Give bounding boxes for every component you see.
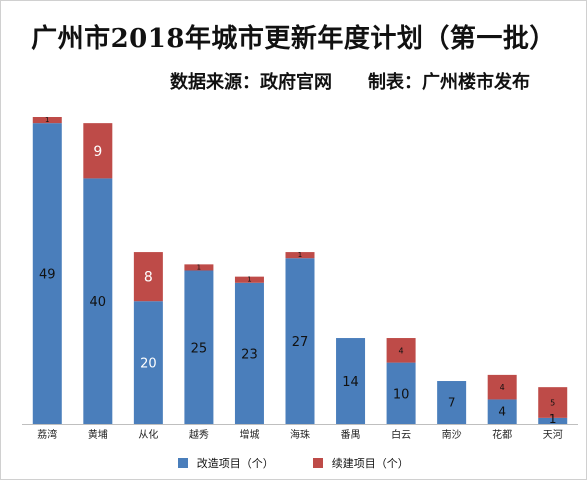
x-tick-label: 天河 <box>543 429 563 441</box>
data-label-series-b: 1 <box>197 263 201 271</box>
x-tick-label: 南沙 <box>442 428 462 441</box>
data-label-series-a: 25 <box>191 341 208 356</box>
data-label-series-b: 4 <box>500 383 505 392</box>
bar-series-b <box>538 387 568 418</box>
x-tick-label: 番禺 <box>341 429 361 441</box>
legend-swatch-series-a <box>178 458 189 468</box>
data-label-series-a: 7 <box>448 396 456 410</box>
data-label-series-a: 49 <box>39 268 56 283</box>
data-label-series-a: 4 <box>498 405 506 419</box>
data-label-series-a: 1 <box>549 412 557 426</box>
x-tick-label: 越秀 <box>189 428 209 441</box>
x-tick-label: 增城 <box>239 428 259 441</box>
data-label-series-a: 40 <box>90 295 107 310</box>
chart-title: 广州市2018年城市更新年度计划（第一批） <box>31 24 556 54</box>
data-label-series-a: 20 <box>140 357 157 372</box>
legend-item-series-a: 改造项目（个） <box>178 455 274 471</box>
x-tick-label: 海珠 <box>290 428 310 441</box>
data-label-series-b: 1 <box>298 251 302 259</box>
x-tick-label: 从化 <box>138 428 158 441</box>
bar-series-b <box>487 374 517 400</box>
legend-item-series-b: 续建项目（个） <box>313 455 409 471</box>
bar-series-a <box>386 362 416 424</box>
bar-series-a <box>83 178 113 424</box>
legend-label-series-b: 续建项目（个） <box>331 457 409 470</box>
bar-series-a <box>538 417 568 424</box>
bar-series-b <box>83 123 113 179</box>
data-label-series-b: 5 <box>550 399 555 408</box>
bar-series-a <box>437 381 467 424</box>
data-label-series-a: 10 <box>393 387 410 402</box>
bar-series-b <box>285 252 315 259</box>
legend-swatch-series-b <box>313 458 324 468</box>
data-label-series-b: 4 <box>399 346 404 355</box>
x-tick-label: 荔湾 <box>37 428 57 441</box>
data-label-series-a: 23 <box>241 347 258 362</box>
bar-series-a <box>184 270 214 424</box>
data-label-series-a: 14 <box>342 375 359 390</box>
data-label-series-a: 27 <box>292 335 309 350</box>
bar-series-a <box>234 282 264 424</box>
x-tick-label: 白云 <box>391 428 411 441</box>
data-label-series-b: 1 <box>45 116 49 124</box>
data-label-series-b: 9 <box>93 144 102 160</box>
bar-series-a <box>32 123 62 424</box>
bar-series-b <box>133 252 163 302</box>
chart-subtitle: 数据来源：政府官网 制表：广州楼市发布 <box>170 72 530 93</box>
data-label-series-b: 1 <box>247 276 251 284</box>
bar-series-b <box>184 264 214 271</box>
bar-series-a <box>285 258 315 424</box>
bar-series-a <box>336 338 366 424</box>
bar-series-a <box>487 399 517 424</box>
x-tick-label: 花都 <box>492 428 512 441</box>
bar-series-a <box>133 301 163 424</box>
x-tick-label: 黄埔 <box>88 428 108 441</box>
legend-label-series-a: 改造项目（个） <box>196 457 274 470</box>
bar-series-b <box>234 276 264 283</box>
bar-series-b <box>386 338 416 363</box>
data-label-series-b: 8 <box>144 270 153 286</box>
bar-series-b <box>32 117 62 124</box>
legend: 改造项目（个） 续建项目（个） <box>0 455 587 471</box>
